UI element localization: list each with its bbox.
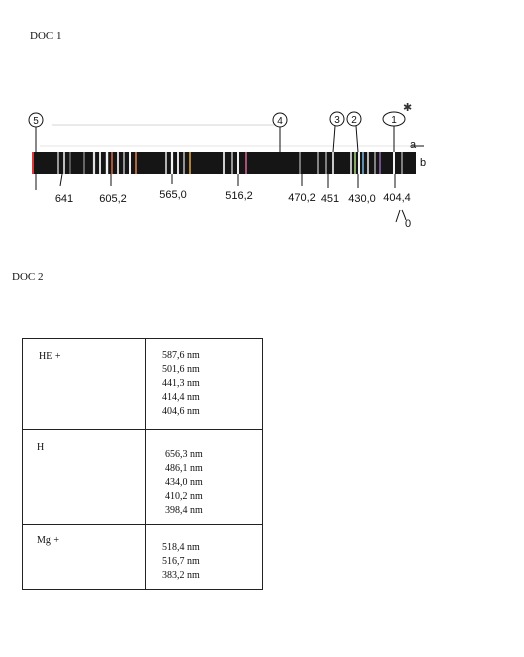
- wavelength-label-605-2: 605,2: [99, 193, 127, 205]
- wavelength-list: 656,3 nm 486,1 nm 434,0 nm 410,2 nm 398,…: [146, 430, 262, 518]
- table-row: HE + 587,6 nm 501,6 nm 441,3 nm 414,4 nm…: [22, 338, 263, 430]
- list-item: 398,4 nm: [165, 505, 203, 516]
- circle-marker-1: 1: [382, 111, 406, 152]
- circle-label-1: 1: [391, 115, 397, 126]
- wavelength-cell: 518,4 nm 516,7 nm 383,2 nm: [145, 524, 263, 590]
- row-label-a: a: [410, 139, 417, 151]
- wavelength-list: 587,6 nm 501,6 nm 441,3 nm 414,4 nm 404,…: [146, 339, 262, 419]
- list-item: 404,6 nm: [162, 406, 200, 417]
- ion-name: H: [37, 442, 45, 453]
- asterisk-icon: ✱: [403, 102, 412, 114]
- doc2-label: DOC 2: [12, 271, 44, 283]
- doc1-label: DOC 1: [30, 30, 62, 42]
- list-item: 414,4 nm: [162, 392, 200, 403]
- list-item: 434,0 nm: [165, 477, 203, 488]
- list-item: 441,3 nm: [162, 378, 200, 389]
- list-item: 410,2 nm: [165, 491, 203, 502]
- circle-label-5: 5: [33, 116, 39, 127]
- row-label-b: b: [420, 157, 426, 169]
- list-item: 501,6 nm: [162, 364, 200, 375]
- list-item: 656,3 nm: [165, 449, 203, 460]
- wavelength-label-470-2: 470,2: [288, 192, 316, 204]
- table-row: Mg + 518,4 nm 516,7 nm 383,2 nm: [22, 524, 263, 590]
- spectrum-figure: 5 4 3 2 1: [28, 102, 426, 230]
- ion-cell: H: [22, 429, 146, 525]
- wavelength-label-516-2: 516,2: [225, 190, 253, 202]
- circle-label-4: 4: [277, 116, 283, 127]
- circle-label-2: 2: [351, 115, 357, 126]
- list-item: 516,7 nm: [162, 556, 200, 567]
- wavelength-label-404-4: 404,4: [383, 192, 411, 204]
- ion-name: HE +: [39, 351, 61, 362]
- wavelength-ticks: [35, 173, 396, 190]
- circle-marker-4: 4: [272, 112, 288, 152]
- emission-lines-table: HE + 587,6 nm 501,6 nm 441,3 nm 414,4 nm…: [22, 338, 263, 590]
- list-item: 587,6 nm: [162, 350, 200, 361]
- list-item: 518,4 nm: [162, 542, 200, 553]
- wavelength-list: 518,4 nm 516,7 nm 383,2 nm: [146, 525, 262, 583]
- wavelength-cell: 587,6 nm 501,6 nm 441,3 nm 414,4 nm 404,…: [145, 338, 263, 430]
- zero-label: 0: [405, 218, 411, 230]
- wavelength-label-451: 451: [321, 193, 339, 205]
- ion-name: Mg +: [37, 535, 60, 546]
- ion-cell: HE +: [22, 338, 146, 430]
- wavelength-label-641: 641: [55, 193, 73, 205]
- wavelength-cell: 656,3 nm 486,1 nm 434,0 nm 410,2 nm 398,…: [145, 429, 263, 525]
- circle-marker-2: 2: [346, 111, 362, 153]
- spectrum-lines: [32, 152, 403, 174]
- ion-cell: Mg +: [22, 524, 146, 590]
- list-item: 383,2 nm: [162, 570, 200, 581]
- circle-marker-3: 3: [329, 111, 345, 153]
- wavelength-label-430-0: 430,0: [348, 193, 376, 205]
- circle-label-3: 3: [334, 115, 340, 126]
- list-item: 486,1 nm: [165, 463, 203, 474]
- table-row: H 656,3 nm 486,1 nm 434,0 nm 410,2 nm 39…: [22, 429, 263, 525]
- circle-marker-5: 5: [28, 112, 44, 152]
- wavelength-label-565-0: 565,0: [159, 189, 187, 201]
